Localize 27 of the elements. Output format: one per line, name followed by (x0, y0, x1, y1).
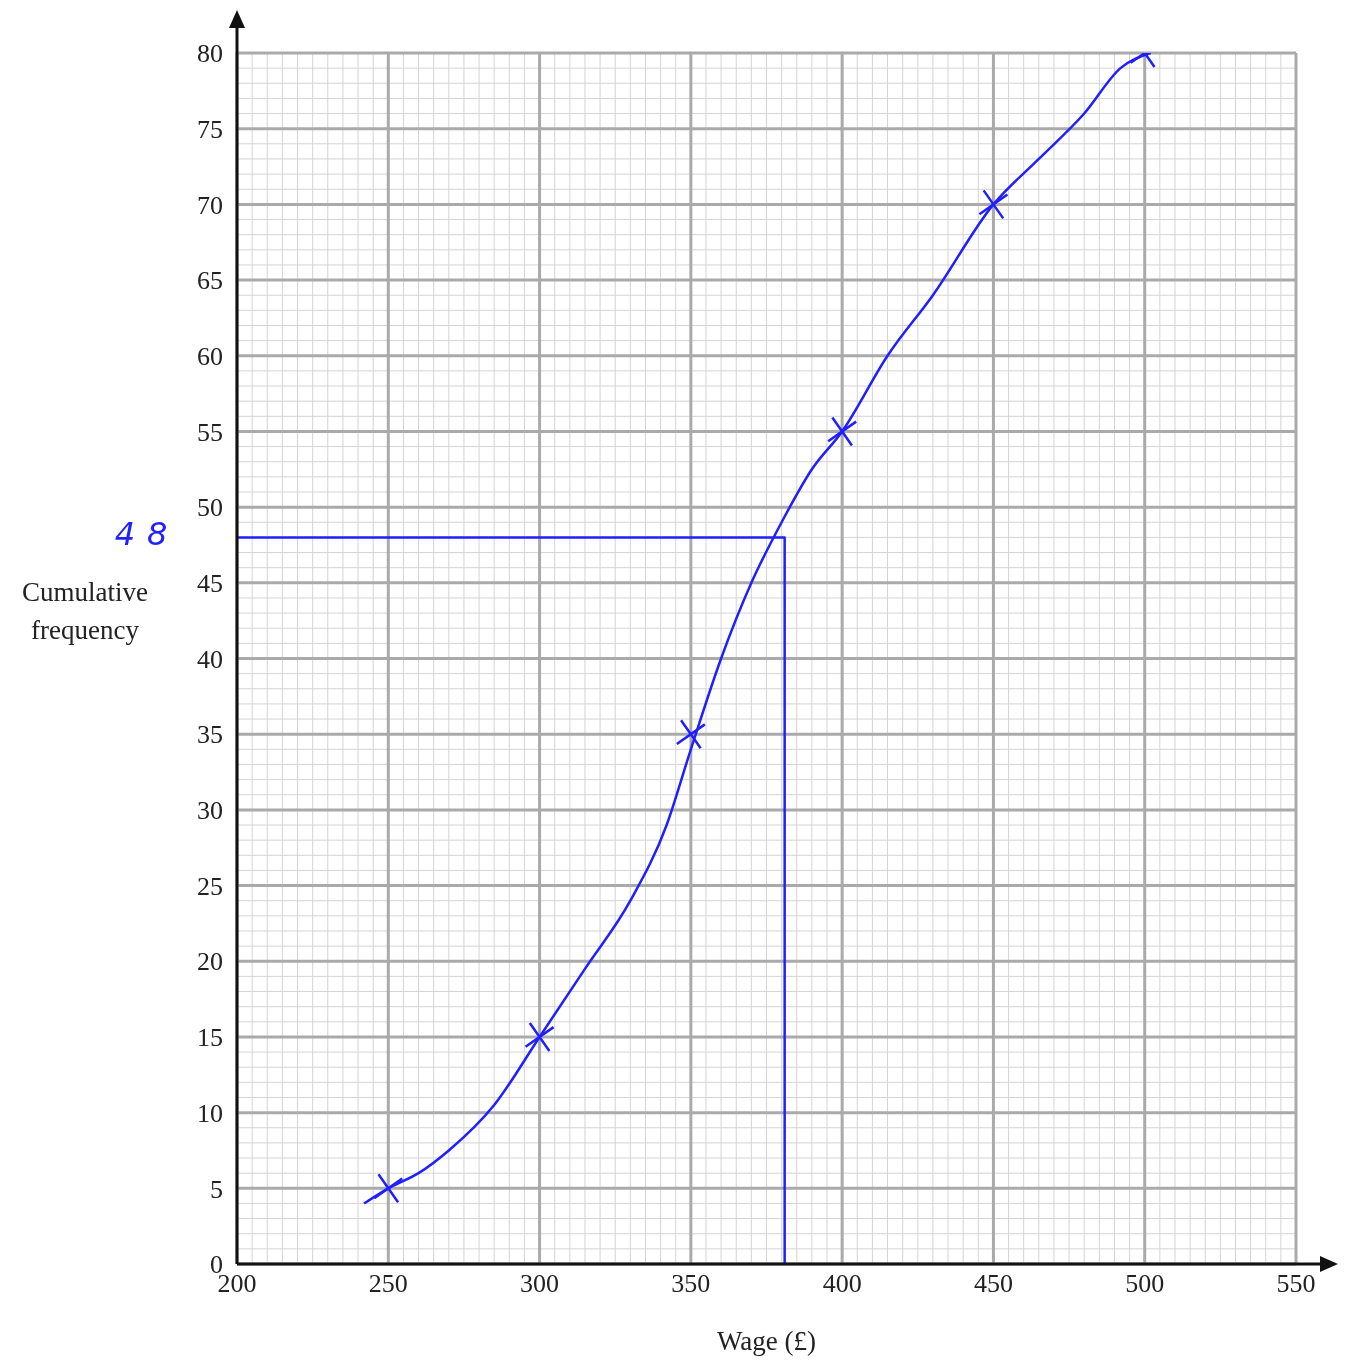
y-tick-label: 20 (197, 947, 223, 977)
y-tick-label: 10 (197, 1098, 223, 1128)
y-tick-label: 15 (197, 1023, 223, 1053)
y-tick-label: 75 (197, 114, 223, 144)
x-tick-label: 300 (520, 1269, 560, 1299)
y-tick-label: 45 (197, 569, 223, 599)
y-tick-label: 35 (197, 720, 223, 750)
x-tick-label: 350 (671, 1269, 711, 1299)
x-tick-label: 400 (822, 1269, 862, 1299)
annotation: 48 (113, 515, 181, 554)
x-axis-title: Wage (£) (716, 1326, 817, 1357)
y-tick-label: 30 (197, 796, 223, 826)
y-tick-label: 70 (197, 190, 223, 220)
x-tick-label: 550 (1276, 1269, 1316, 1299)
y-tick-label: 50 (197, 493, 223, 523)
y-tick-label: 55 (197, 417, 223, 447)
y-axis-title: Cumulative frequency (21, 576, 149, 647)
x-tick-label: 450 (973, 1269, 1013, 1299)
y-tick-label: 65 (197, 266, 223, 296)
point (675, 718, 707, 750)
x-tick-label: 250 (368, 1269, 408, 1299)
y-tick-label: 25 (197, 871, 223, 901)
y-tick-label: 60 (197, 341, 223, 371)
y-tick-label: 80 (197, 39, 223, 69)
y-tick-label: 40 (197, 644, 223, 674)
y-tick-label: 5 (210, 1174, 223, 1204)
x-tick-label: 500 (1125, 1269, 1165, 1299)
